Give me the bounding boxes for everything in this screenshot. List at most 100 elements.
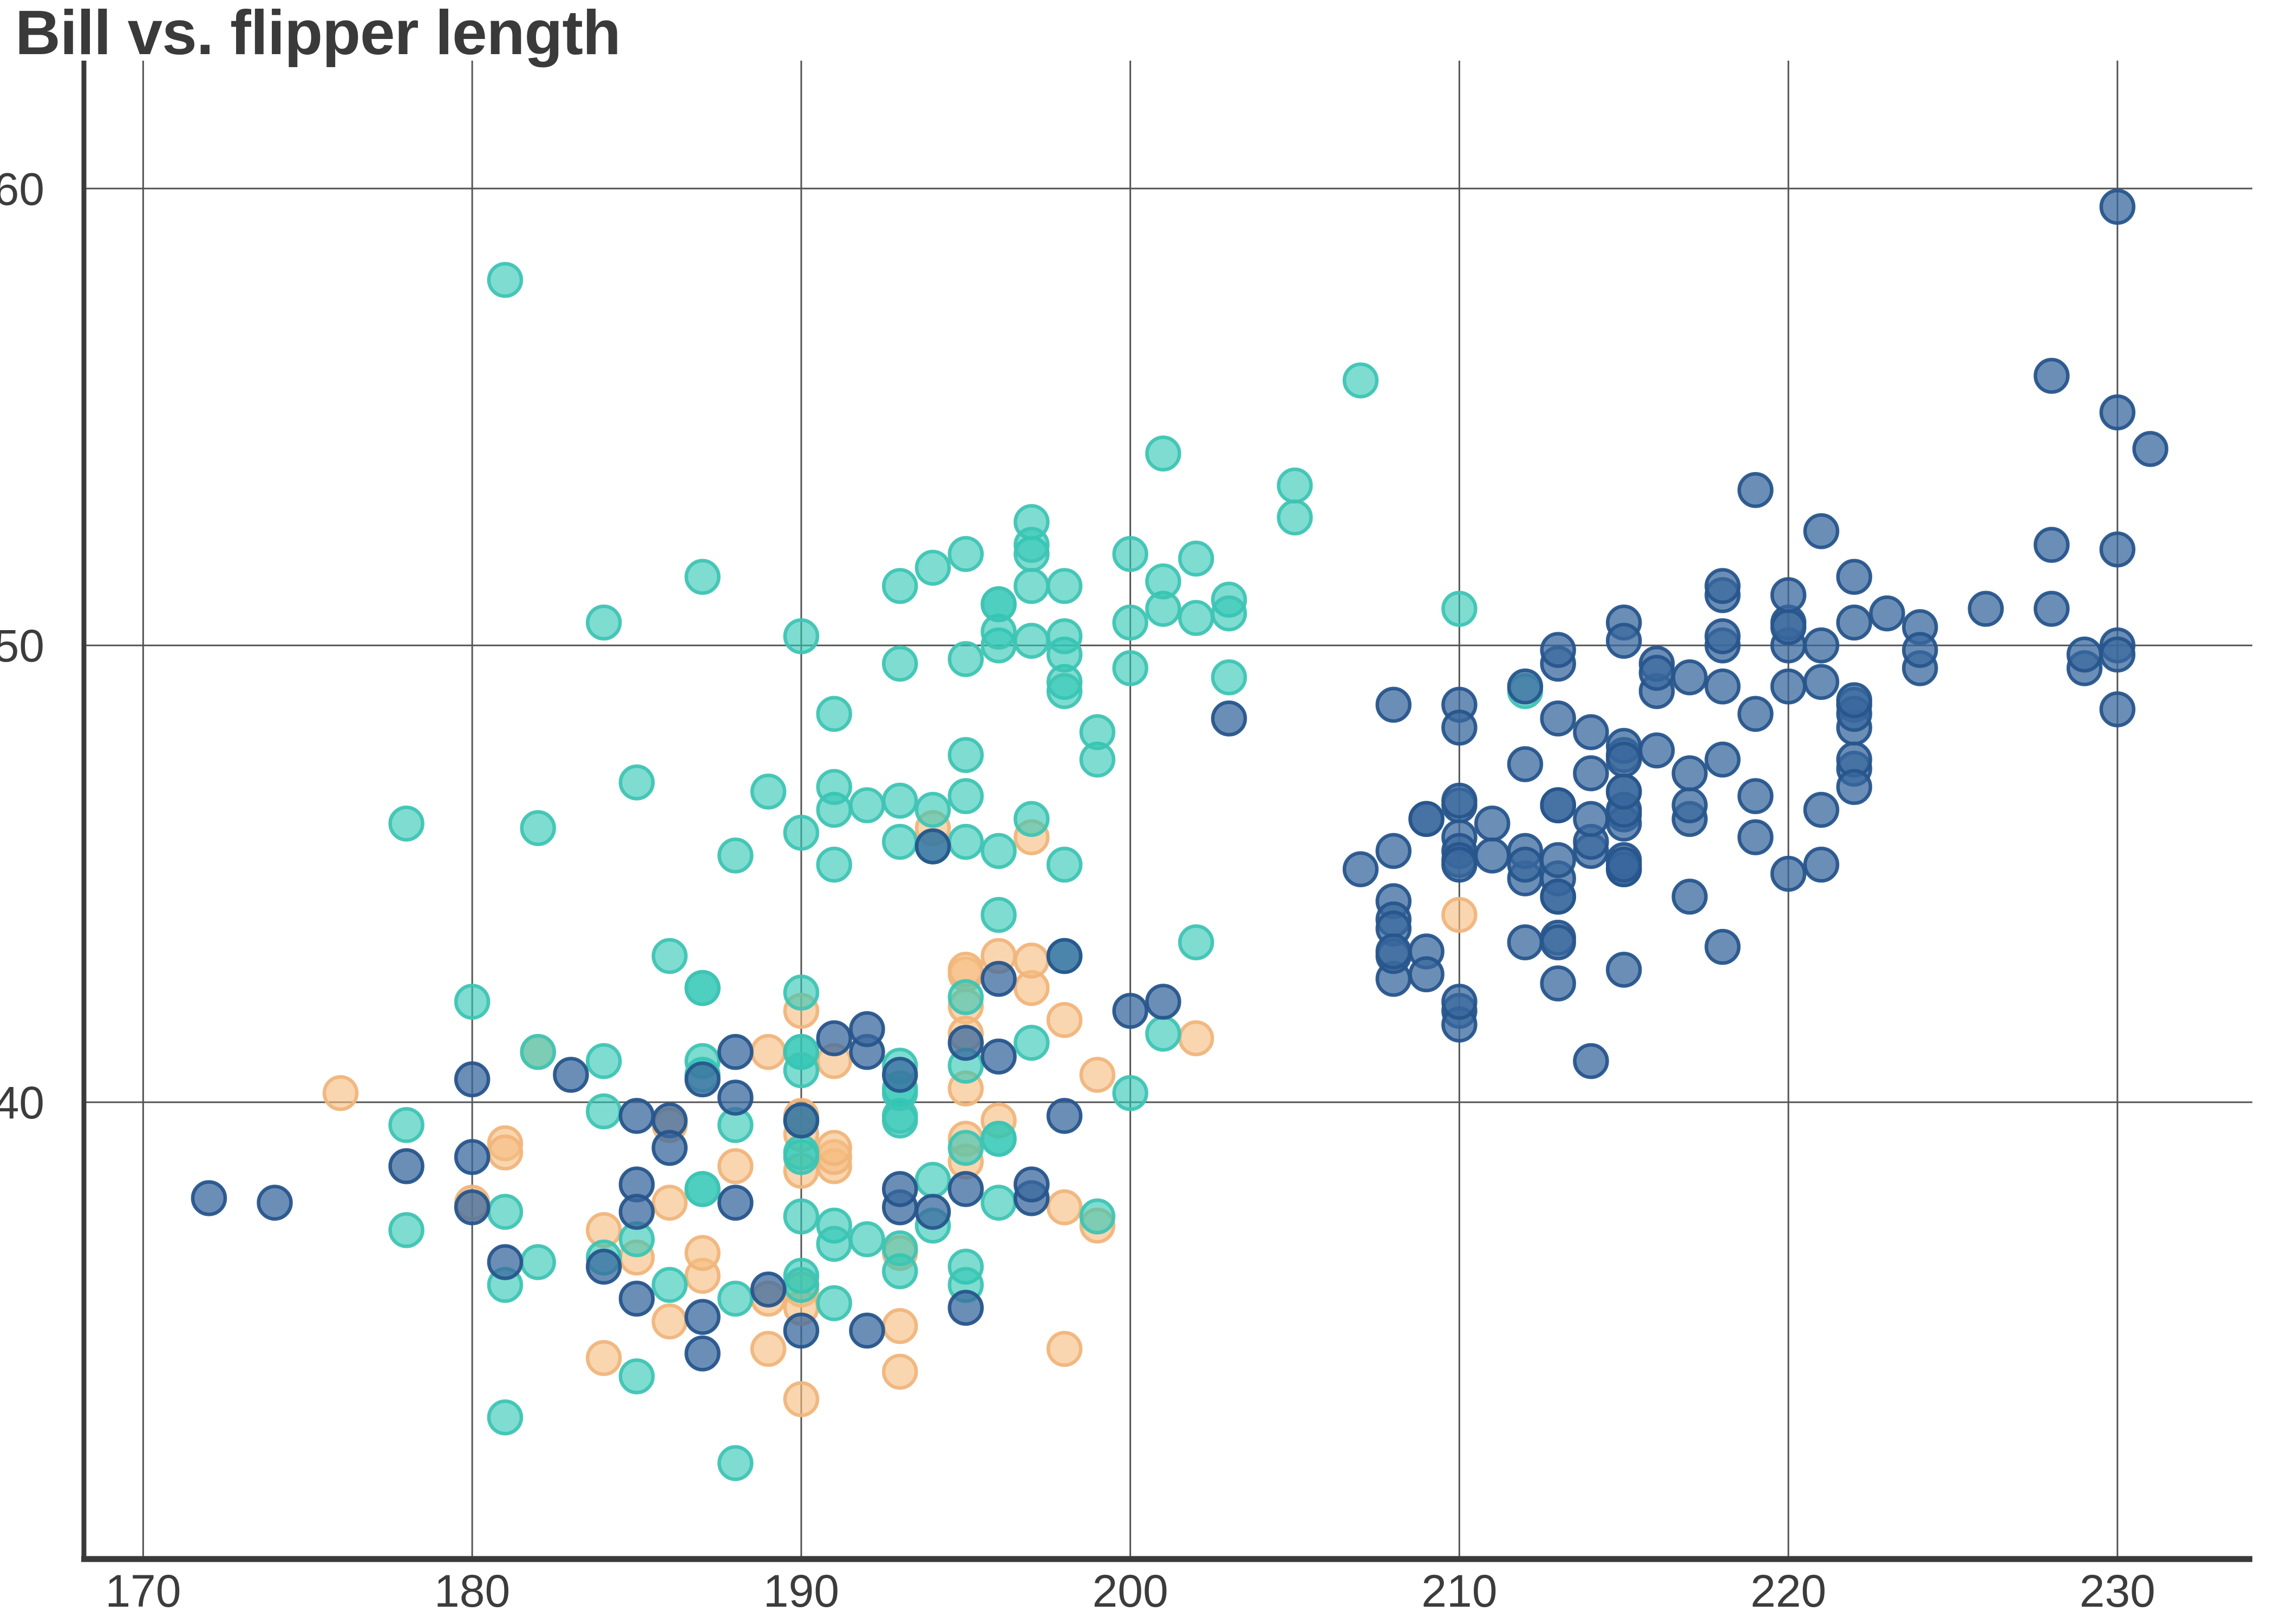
data-point — [783, 1198, 820, 1235]
data-point — [1540, 879, 1576, 915]
data-point — [783, 1312, 820, 1349]
data-point — [651, 1267, 688, 1303]
data-point — [487, 1399, 524, 1436]
data-point — [1573, 714, 1609, 750]
data-point — [914, 1194, 951, 1230]
data-point — [2099, 394, 2136, 431]
data-point — [914, 828, 951, 865]
data-point — [1770, 668, 1807, 705]
data-point — [881, 823, 918, 860]
data-point — [1770, 855, 1807, 892]
data-point — [783, 1052, 820, 1089]
data-point — [881, 1353, 918, 1390]
data-point — [1573, 755, 1609, 791]
data-point — [881, 1171, 918, 1207]
data-point — [948, 979, 984, 1016]
data-point — [881, 645, 918, 682]
data-point — [1671, 879, 1708, 915]
data-point — [981, 586, 1017, 623]
y-tick-label-50: 50 — [0, 620, 44, 671]
data-point — [1277, 499, 1313, 536]
data-point — [1704, 928, 1741, 965]
x-tick-label-170: 170 — [105, 1566, 181, 1616]
data-point — [981, 960, 1017, 997]
data-point — [1737, 472, 1774, 508]
data-point — [1540, 700, 1576, 737]
data-point — [585, 1248, 622, 1285]
data-point — [1671, 755, 1708, 791]
data-point — [948, 1025, 984, 1061]
data-point — [1540, 787, 1576, 823]
data-point — [684, 1299, 721, 1335]
data-point — [1211, 595, 1247, 632]
data-point — [2034, 527, 2070, 563]
data-point — [1968, 591, 2004, 627]
data-point — [783, 814, 820, 851]
data-point — [487, 261, 524, 298]
data-point — [717, 1184, 754, 1221]
data-point — [783, 1134, 820, 1171]
data-point — [651, 938, 688, 974]
data-point — [750, 1271, 787, 1308]
data-point — [1375, 933, 1412, 970]
chart-title: Bill vs. flipper length — [15, 0, 620, 68]
data-point — [1046, 1189, 1083, 1226]
data-point — [1803, 847, 1840, 883]
data-point — [1046, 673, 1083, 709]
data-point — [948, 1130, 984, 1166]
data-point — [487, 1244, 524, 1280]
data-point — [816, 769, 852, 806]
data-point — [520, 810, 556, 847]
data-point — [1836, 769, 1872, 806]
data-point — [1046, 847, 1083, 883]
data-point — [1704, 618, 1741, 654]
data-point — [816, 1130, 852, 1166]
data-point — [651, 1303, 688, 1340]
data-point — [981, 833, 1017, 869]
y-tick-label-60: 60 — [0, 163, 44, 214]
data-point — [520, 1244, 556, 1280]
data-point — [454, 1061, 491, 1098]
data-point — [1836, 682, 1872, 718]
data-point — [1014, 1166, 1050, 1203]
data-point — [914, 1162, 951, 1198]
data-point — [2099, 691, 2136, 728]
data-point — [1507, 668, 1544, 705]
data-point — [1605, 741, 1642, 778]
data-point — [816, 696, 852, 732]
data-point — [1014, 568, 1050, 604]
data-point — [1770, 577, 1807, 613]
axes — [81, 61, 2252, 1562]
data-point — [783, 1102, 820, 1139]
data-point — [388, 1212, 424, 1248]
data-point — [585, 1340, 622, 1376]
data-point — [1737, 696, 1774, 732]
data-point — [1671, 659, 1708, 696]
data-point — [684, 559, 721, 595]
data-point — [1671, 787, 1708, 823]
data-point — [454, 984, 491, 1020]
data-point — [1046, 1098, 1083, 1134]
data-point — [1605, 773, 1642, 810]
data-point — [750, 773, 787, 810]
data-point — [1145, 435, 1181, 472]
data-point — [1507, 746, 1544, 782]
data-point — [2099, 636, 2136, 673]
data-point — [1112, 604, 1148, 641]
data-point — [1014, 623, 1050, 659]
data-point — [2066, 636, 2103, 673]
data-points — [191, 188, 2168, 1482]
data-point — [1540, 842, 1576, 879]
x-tick-label-210: 210 — [1421, 1566, 1497, 1616]
data-point — [981, 1038, 1017, 1075]
data-point — [651, 1184, 688, 1221]
data-point — [388, 1107, 424, 1143]
data-point — [585, 1043, 622, 1079]
data-point — [881, 1230, 918, 1267]
x-tick-label-230: 230 — [2080, 1566, 2155, 1616]
data-point — [257, 1184, 293, 1221]
data-point — [487, 1134, 524, 1171]
data-point — [948, 737, 984, 773]
data-point — [1573, 801, 1609, 837]
